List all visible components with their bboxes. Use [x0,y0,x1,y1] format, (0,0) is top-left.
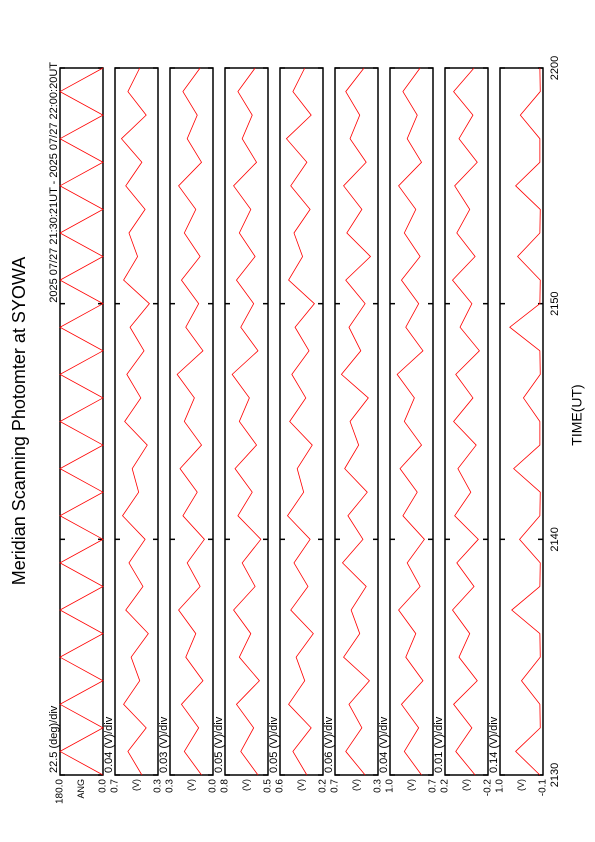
y-tick-label: 0.3 [165,779,176,793]
panel-scale-label: 0.06 (V)/div [323,716,335,773]
y-tick-label: 0.0 [98,779,109,793]
panel-frame [114,67,159,776]
panel-scale-label: 0.04 (V)/div [378,716,390,773]
x-axis-label: TIME(UT) [569,384,585,445]
data-line [176,67,205,776]
data-line [285,67,315,776]
data-line [59,67,104,776]
panel-scale-label: 0.01 (V)/div [433,716,445,773]
panel-scale-label: 0.14 (V)/div [488,716,500,773]
data-line [451,67,480,776]
y-tick-label: 0.7 [330,779,341,793]
panel-y-label: (V) [351,779,361,791]
panel-frame [169,67,214,776]
panel-y-label: (V) [516,779,526,791]
panel-scale-label: 0.04 (V)/div [103,716,115,773]
data-line [340,67,372,776]
panel-scale-label: 0.03 (V)/div [158,716,170,773]
y-tick-label: 1.0 [385,779,396,793]
panel-y-label: (V) [241,779,251,791]
data-line [509,67,541,776]
rotated-plot: Meridian Scanning Photomter at SYOWA 202… [9,56,585,804]
y-tick-label: 0.7 [428,779,439,793]
panel-scale-label: 22.5 (deg)/div [48,705,60,773]
y-tick-label: 0.2 [440,779,451,793]
y-tick-label: 0.6 [275,779,286,793]
panel-y-label: (V) [131,779,141,791]
panel-frame [499,67,544,776]
data-line [231,67,262,776]
panel-y-label: (V) [186,779,196,791]
x-tick-label: 2130 [549,763,561,787]
data-line [120,67,150,776]
panel-y-label: (V) [296,779,306,791]
y-tick-label: 180.0 [55,779,66,804]
chart-subtitle: 2025 07/27 21:30:21UT - 2025 07/27 22:00… [48,62,60,303]
y-tick-label: 0.5 [263,779,274,793]
y-tick-label: 1.0 [495,779,506,793]
panel-scale-label: 0.05 (V)/div [268,716,280,773]
x-tick-label: 2200 [549,56,561,80]
panel-frame [389,67,434,776]
panel-frame [444,67,489,776]
panel-scale-label: 0.05 (V)/div [213,716,225,773]
chart-title: Meridian Scanning Photomter at SYOWA [9,257,29,585]
x-tick-label: 2150 [549,291,561,315]
panel-y-label: (V) [461,779,471,791]
y-tick-label: 0.8 [220,779,231,793]
y-tick-label: -0.1 [538,779,549,797]
data-line [396,67,425,776]
panel-y-label: (V) [406,779,416,791]
panel-frame [224,67,269,776]
y-tick-label: 0.3 [373,779,384,793]
panel-y-label: ANG [76,779,86,799]
y-tick-label: 0.0 [208,779,219,793]
x-tick-label: 2140 [549,527,561,551]
y-tick-label: -0.2 [483,779,494,797]
y-tick-label: 0.7 [110,779,121,793]
y-tick-label: 0.2 [318,779,329,793]
y-tick-label: 0.3 [153,779,164,793]
panel-frame [279,67,324,776]
panel-frame [334,67,379,776]
